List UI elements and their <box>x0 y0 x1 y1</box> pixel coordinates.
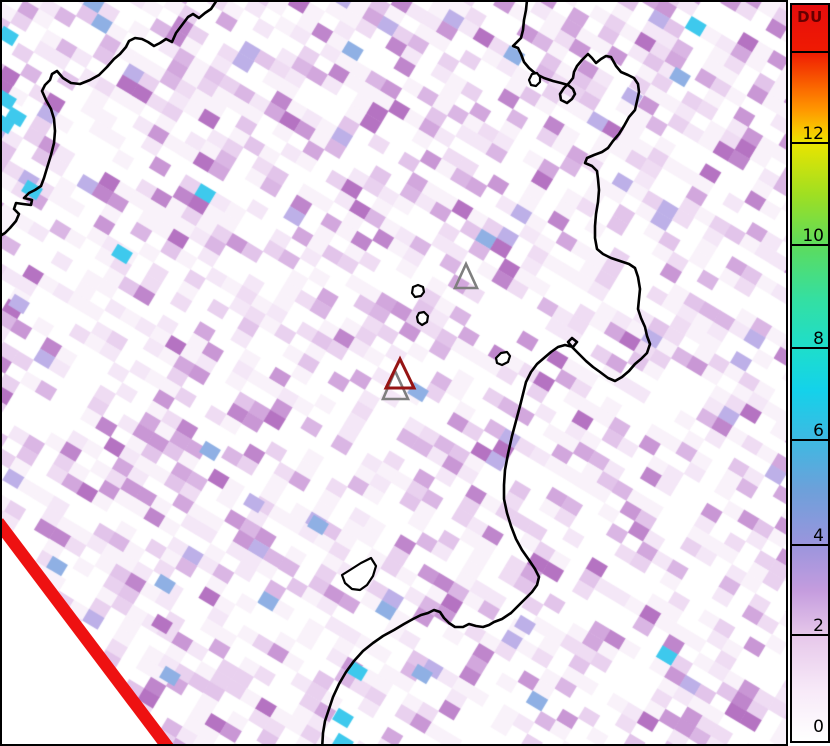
colorbar-tick-label: 2 <box>813 616 824 636</box>
gray-volcano-marker-north <box>452 260 480 290</box>
eastern-landmass-coastline <box>321 2 652 744</box>
small-island-b <box>415 310 430 327</box>
colorbar-tick <box>792 634 828 636</box>
colorbar-tick <box>792 51 828 53</box>
colorbar-tick <box>792 544 828 546</box>
colorbar-tick <box>792 439 828 441</box>
colorbar-tick <box>792 142 828 144</box>
colorbar-tick <box>792 244 828 246</box>
colorbar-gradient: DU 12 10 8 6 4 2 0 <box>792 5 828 741</box>
colorbar: DU 12 10 8 6 4 2 0 <box>790 3 830 743</box>
colorbar-tick <box>792 347 828 349</box>
colorbar-title: DU <box>797 8 823 26</box>
colorbar-tick-label: 6 <box>813 421 824 441</box>
southwest-island <box>340 556 378 592</box>
small-island-a <box>410 283 426 299</box>
small-island-c <box>494 350 512 367</box>
swath-edge-stripe <box>2 518 174 744</box>
colorbar-tick-label: 0 <box>813 717 824 737</box>
red-volcano-marker <box>383 355 417 390</box>
map-overlay <box>2 2 652 744</box>
round-island-north-bay <box>527 71 542 88</box>
colorbar-tick-label: 8 <box>813 329 824 349</box>
colorbar-tick-label: 4 <box>813 526 824 546</box>
colorbar-tick-label: 10 <box>802 226 824 246</box>
map-panel <box>0 0 788 746</box>
northwest-coastline <box>2 2 218 237</box>
colorbar-tick-label: 12 <box>802 124 824 144</box>
